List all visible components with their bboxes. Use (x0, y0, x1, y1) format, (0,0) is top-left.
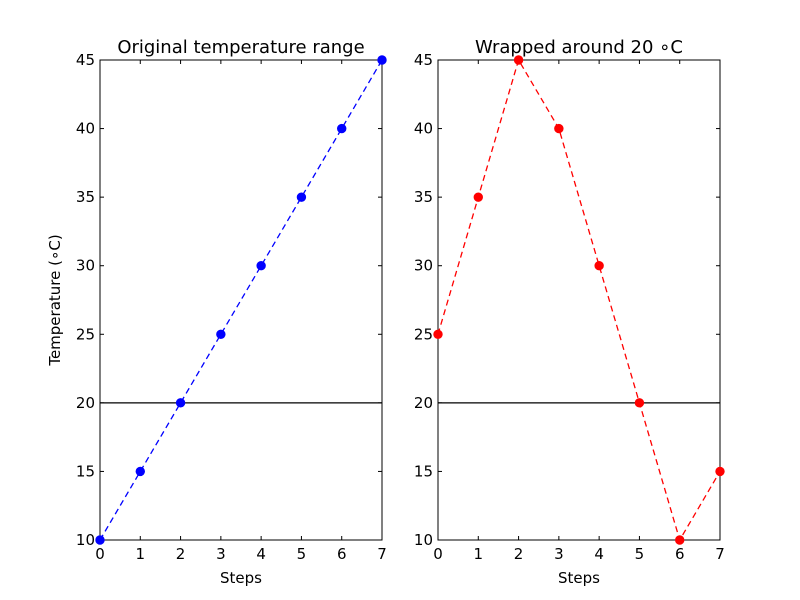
left-ytick-label: 10 (76, 531, 95, 549)
right-data-point (473, 192, 483, 202)
left-data-point (296, 192, 307, 202)
left-data-point (95, 535, 105, 545)
right-data-point (675, 535, 685, 545)
right-xtick-label: 4 (594, 545, 604, 563)
left-xtick-label: 4 (256, 545, 266, 563)
right-data-point (513, 55, 524, 65)
left-xtick-label: 0 (95, 545, 105, 563)
right-xtick-label: 3 (554, 545, 564, 563)
right-plot-frame (437, 59, 721, 541)
left-data-point (337, 123, 347, 134)
left-chart-ylabel: Temperature (∘C) (46, 234, 64, 366)
left-xtick-label: 7 (377, 545, 387, 563)
right-ytick-label: 30 (414, 257, 433, 275)
right-xtick-label: 1 (474, 545, 484, 563)
right-chart-xlabel: Steps (558, 569, 600, 587)
left-data-point (216, 329, 226, 339)
right-chart-panel: Wrapped around 20 ∘C Steps 0 1 2 3 4 5 6 710152… (414, 37, 725, 587)
left-data-point (256, 261, 266, 271)
right-data-point (433, 329, 443, 339)
right-ytick-label: 15 (414, 462, 433, 480)
right-data-point (554, 123, 564, 134)
right-ytick-label: 25 (414, 325, 433, 343)
right-data-point (594, 261, 604, 271)
left-ytick-label: 30 (76, 257, 95, 275)
right-xtick-label: 6 (675, 545, 685, 563)
right-chart-title: Wrapped around 20 ∘C (475, 37, 683, 58)
left-data-point (377, 55, 387, 65)
right-xtick-label: 7 (715, 545, 725, 563)
right-ytick-label: 10 (414, 531, 433, 549)
right-ytick-label: 20 (414, 394, 433, 412)
left-ytick-label: 15 (76, 462, 95, 480)
right-ytick-label: 35 (414, 188, 433, 206)
left-xtick-label: 1 (136, 545, 146, 563)
left-xtick-label: 6 (337, 545, 347, 563)
left-ytick-label: 45 (76, 51, 95, 69)
right-data-point (634, 398, 645, 408)
left-chart-panel: Original temperature range Temperature (… (46, 37, 387, 587)
right-xtick-label: 2 (514, 545, 524, 563)
left-ytick-label: 20 (76, 394, 95, 412)
left-plot-frame (99, 59, 383, 541)
left-chart-title: Original temperature range (117, 37, 364, 58)
left-ytick-label: 35 (76, 188, 95, 206)
right-series-line (437, 58, 721, 542)
left-xtick-label: 3 (216, 545, 226, 563)
left-xtick-label: 5 (297, 545, 307, 563)
left-ytick-label: 40 (76, 120, 95, 138)
left-data-point (175, 398, 186, 408)
left-series-line (99, 59, 383, 541)
left-ytick-label: 25 (76, 325, 95, 343)
right-ytick-label: 45 (414, 51, 433, 69)
right-data-point (715, 466, 725, 477)
left-data-point (135, 466, 145, 477)
left-xtick-label: 2 (176, 545, 186, 563)
left-chart-xlabel: Steps (220, 569, 262, 587)
right-xtick-label: 0 (433, 545, 443, 563)
right-ytick-label: 40 (414, 120, 433, 138)
right-xtick-label: 5 (635, 545, 645, 563)
